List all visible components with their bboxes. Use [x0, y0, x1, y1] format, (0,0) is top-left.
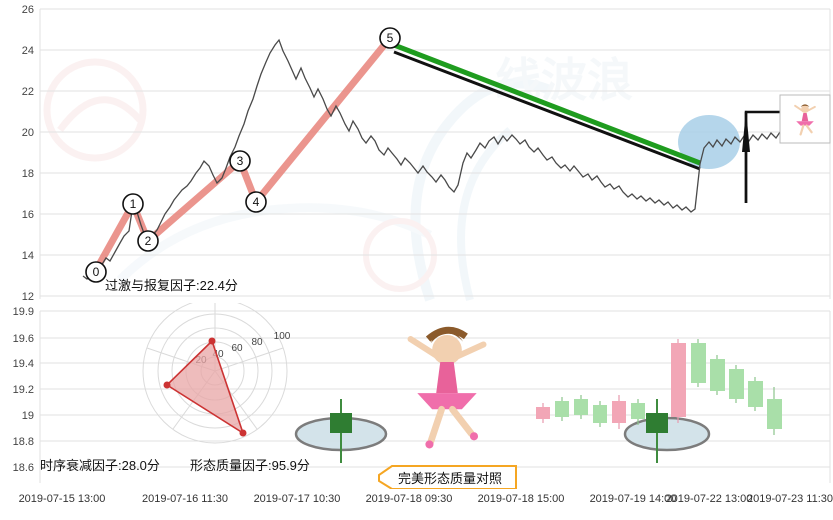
- radar-polygon: [165, 339, 245, 435]
- wave-label-0: 0: [85, 261, 107, 283]
- price-ytick: 12: [22, 291, 34, 303]
- price-chart-panel: 线波浪 26 24 22 20 18: [21, 4, 831, 303]
- x-axis-tick: 2019-07-22 13:00: [666, 493, 753, 505]
- downtrend-line-green: [393, 42, 701, 166]
- price-chart-svg: 线波浪 26 24 22 20 18: [21, 4, 831, 303]
- candle: [671, 339, 686, 423]
- indicator-ytick: 19.2: [13, 384, 34, 396]
- indicator-y-axis: 19.9 19.6 19.4 19.2 19 18.8 18.6: [13, 306, 34, 474]
- wave-label-text: 4: [253, 195, 260, 209]
- price-ytick: 14: [22, 250, 34, 262]
- x-axis-tick: 2019-07-16 11:30: [142, 493, 228, 505]
- candlestick-series: [536, 339, 782, 463]
- candle: [729, 365, 744, 403]
- x-axis-tick: 2019-07-17 10:30: [254, 493, 341, 505]
- candle: [631, 399, 645, 425]
- wave-labels: 0 1 2 3 4: [85, 27, 401, 283]
- radar-tick: 60: [231, 343, 243, 354]
- pattern-quality-factor-label: 形态质量因子:95.9分: [190, 458, 310, 473]
- wave-label-3: 3: [229, 150, 251, 172]
- price-ytick: 16: [22, 209, 34, 221]
- candle-highlighted: [646, 399, 668, 463]
- time-decay-factor-label: 时序衰减因子:28.0分: [40, 458, 160, 473]
- indicator-panel-background: [0, 303, 833, 489]
- x-axis-background: [0, 489, 833, 520]
- wave-label-5: 5: [379, 27, 401, 49]
- candle: [748, 377, 763, 411]
- x-axis-panel: 2019-07-15 13:00 2019-07-16 11:30 2019-0…: [0, 489, 833, 520]
- indicator-ytick: 19.6: [13, 333, 34, 345]
- x-axis-svg: 2019-07-15 13:00 2019-07-16 11:30 2019-0…: [0, 489, 833, 520]
- radar-chart: 20 40 60 80 100: [142, 303, 291, 444]
- indicator-chart-svg: 19.9 19.6 19.4 19.2 19 18.8 18.6: [0, 303, 833, 489]
- candle: [555, 397, 569, 421]
- radar-point: [239, 429, 247, 437]
- candle: [574, 395, 588, 419]
- wave-label-text: 1: [130, 197, 137, 211]
- radar-tick: 40: [212, 349, 224, 360]
- radar-point: [208, 337, 216, 345]
- radar-tick: 80: [251, 337, 263, 348]
- wave-label-text: 3: [237, 154, 244, 168]
- excess-recovery-factor-label: 过激与报复因子:22.4分: [105, 278, 238, 293]
- radar-tick: 100: [274, 331, 291, 342]
- wave-label-text: 2: [145, 234, 152, 248]
- price-ytick: 26: [22, 4, 34, 16]
- watermark-text: 线波浪: [495, 54, 633, 106]
- candle: [593, 401, 607, 427]
- ballerina-sticker-top: [779, 94, 831, 144]
- candle: [536, 403, 550, 423]
- wave-label-text: 5: [387, 31, 394, 45]
- indicator-ytick: 18.6: [13, 462, 34, 474]
- x-axis-tick: 2019-07-15 13:00: [19, 493, 106, 505]
- wave-label-4: 4: [245, 191, 267, 213]
- indicator-ytick: 19: [22, 410, 34, 422]
- impulse-wave-path: [91, 34, 394, 276]
- perfect-pattern-callout-label: 完美形态质量对照: [398, 471, 502, 486]
- x-axis-tick: 2019-07-18 15:00: [478, 493, 565, 505]
- watermark-graphic: 线波浪: [43, 54, 633, 302]
- downtrend-line-black: [393, 50, 701, 171]
- indicator-chart-panel: 19.9 19.6 19.4 19.2 19 18.8 18.6: [0, 303, 833, 489]
- indicator-gridlines: [39, 310, 831, 483]
- wave-label-text: 0: [93, 265, 100, 279]
- x-axis-tick: 2019-07-19 14:00: [590, 493, 677, 505]
- left-pattern-marker: [294, 399, 388, 463]
- perfect-pattern-callout[interactable]: 完美形态质量对照: [378, 465, 517, 489]
- candle: [691, 339, 706, 387]
- price-ytick: 24: [22, 45, 34, 57]
- x-axis-tick: 2019-07-23 11:30: [747, 493, 833, 505]
- wave-label-2: 2: [137, 230, 159, 252]
- price-y-axis: 26 24 22 20 18 16 14 12: [22, 4, 34, 303]
- indicator-ytick: 19.9: [13, 306, 34, 318]
- indicator-ytick: 18.8: [13, 436, 34, 448]
- candle: [710, 355, 725, 395]
- x-axis-tick: 2019-07-18 09:30: [366, 493, 453, 505]
- left-marker-candle: [330, 413, 352, 433]
- price-ytick: 22: [22, 86, 34, 98]
- wave-label-1: 1: [122, 193, 144, 215]
- down-arrow-icon: [742, 110, 750, 152]
- candle: [767, 387, 782, 435]
- ballerina-sticker-center: [407, 326, 487, 449]
- price-line: [82, 38, 830, 280]
- radar-point: [163, 381, 171, 389]
- price-ytick: 18: [22, 168, 34, 180]
- candle: [612, 395, 626, 429]
- indicator-ytick: 19.4: [13, 358, 34, 370]
- price-ytick: 20: [22, 127, 34, 139]
